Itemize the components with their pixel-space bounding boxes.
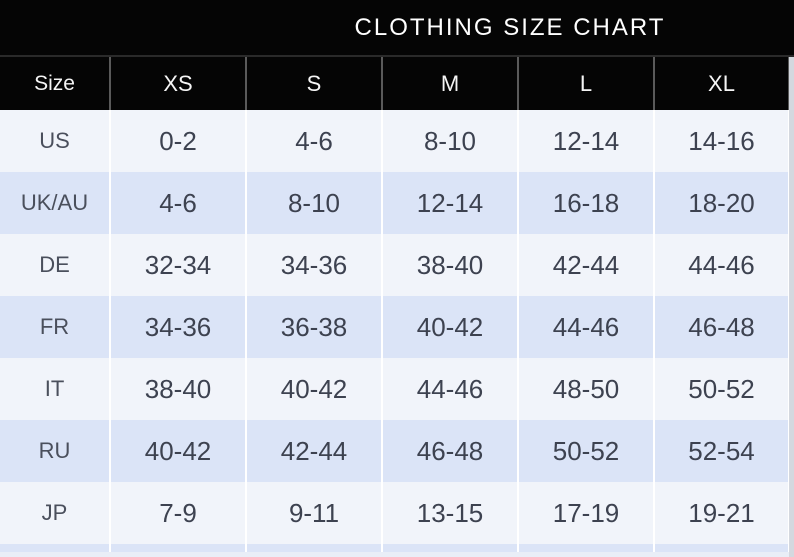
column-header: XL [654, 57, 790, 110]
table-cell: 7-9 [110, 482, 247, 544]
table-row: RU 40-42 42-44 46-48 50-52 52-54 [0, 420, 790, 482]
table-cell: 12-14 [518, 110, 655, 172]
table-cell-empty [382, 544, 519, 552]
table-cell: 42-44 [246, 420, 383, 482]
table-cell-empty [0, 544, 111, 552]
table-cell: 44-46 [654, 234, 790, 296]
table-cell-empty [518, 544, 655, 552]
table-row: DE 32-34 34-36 38-40 42-44 44-46 [0, 234, 790, 296]
table-cell: 18-20 [654, 172, 790, 234]
title-bar: CLOTHING SIZE CHART [0, 0, 794, 55]
table-cell: 44-46 [518, 296, 655, 358]
table-row: UK/AU 4-6 8-10 12-14 16-18 18-20 [0, 172, 790, 234]
column-header: M [382, 57, 519, 110]
table-cell: 38-40 [382, 234, 519, 296]
table-cell: 44-46 [382, 358, 519, 420]
table-cell: 46-48 [382, 420, 519, 482]
row-label: DE [0, 234, 111, 296]
right-edge-strip [789, 57, 794, 557]
table-cell: 40-42 [110, 420, 247, 482]
table-row: IT 38-40 40-42 44-46 48-50 50-52 [0, 358, 790, 420]
table-cell: 34-36 [246, 234, 383, 296]
table-cell: 19-21 [654, 482, 790, 544]
table-cell: 4-6 [110, 172, 247, 234]
table-cell: 50-52 [654, 358, 790, 420]
table-cell: 13-15 [382, 482, 519, 544]
table-cell: 14-16 [654, 110, 790, 172]
table-cell-empty [654, 544, 790, 552]
title-divider [0, 55, 794, 57]
table-cell: 42-44 [518, 234, 655, 296]
table-cell: 32-34 [110, 234, 247, 296]
table-cell: 48-50 [518, 358, 655, 420]
table-cell: 16-18 [518, 172, 655, 234]
table-row: US 0-2 4-6 8-10 12-14 14-16 [0, 110, 790, 172]
table-cell: 40-42 [382, 296, 519, 358]
table-cell: 8-10 [246, 172, 383, 234]
row-label: UK/AU [0, 172, 111, 234]
row-label: US [0, 110, 111, 172]
table-cell: 0-2 [110, 110, 247, 172]
table-cell: 34-36 [110, 296, 247, 358]
table-cell: 46-48 [654, 296, 790, 358]
table-row-partial [0, 544, 790, 552]
row-label: JP [0, 482, 111, 544]
row-label: IT [0, 358, 111, 420]
column-header: L [518, 57, 655, 110]
table-cell: 50-52 [518, 420, 655, 482]
size-table: Size XS S M L XL US 0-2 4-6 8-10 12-14 1… [0, 57, 790, 552]
header-row: Size XS S M L XL [0, 57, 790, 110]
table-cell: 40-42 [246, 358, 383, 420]
chart-title: CLOTHING SIZE CHART [354, 14, 666, 41]
row-label: FR [0, 296, 111, 358]
column-header: S [246, 57, 383, 110]
column-header: Size [0, 57, 111, 110]
table-cell: 9-11 [246, 482, 383, 544]
table-cell: 36-38 [246, 296, 383, 358]
table-cell: 8-10 [382, 110, 519, 172]
table-cell: 12-14 [382, 172, 519, 234]
column-header: XS [110, 57, 247, 110]
table-cell: 4-6 [246, 110, 383, 172]
table-row: JP 7-9 9-11 13-15 17-19 19-21 [0, 482, 790, 544]
table-cell: 52-54 [654, 420, 790, 482]
row-label: RU [0, 420, 111, 482]
table-cell: 38-40 [110, 358, 247, 420]
table-row: FR 34-36 36-38 40-42 44-46 46-48 [0, 296, 790, 358]
table-cell-empty [246, 544, 383, 552]
table-cell: 17-19 [518, 482, 655, 544]
table-cell-empty [110, 544, 247, 552]
